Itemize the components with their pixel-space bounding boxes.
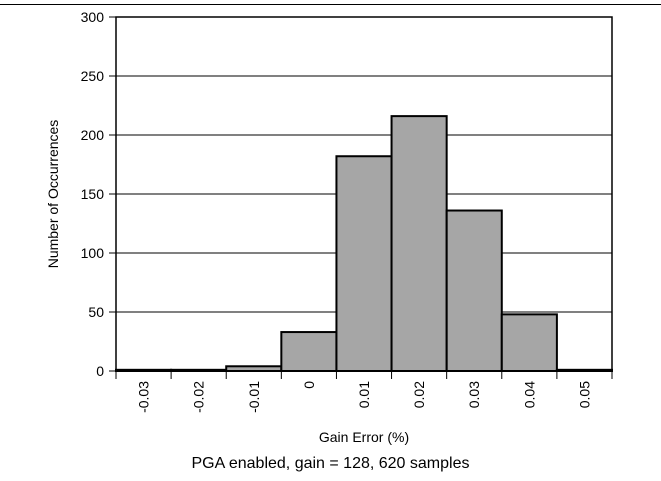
x-axis-ticks: -0.03 -0.02 -0.01 0 0.01 0.02 0.03 0.04 0.05 [115, 371, 613, 413]
bar [280, 331, 338, 372]
bar [500, 313, 558, 372]
y-tick-label: 150 [81, 186, 105, 202]
y-axis-ticks: 0 50 100 150 200 250 300 [81, 9, 116, 379]
x-tick-label: -0.01 [246, 381, 262, 413]
bars [115, 115, 614, 373]
x-tick-label: -0.02 [191, 381, 207, 413]
bar [390, 115, 448, 373]
x-tick-label: 0.02 [411, 381, 427, 408]
x-axis-label: Gain Error (%) [319, 429, 409, 445]
x-tick-label: 0.05 [576, 381, 592, 408]
y-tick-label: 200 [81, 127, 105, 143]
x-tick-label: -0.03 [136, 381, 152, 413]
top-rule [0, 4, 661, 5]
x-tick-label: 0.03 [466, 381, 482, 408]
y-tick-label: 250 [81, 68, 105, 84]
x-tick-label: 0.04 [521, 381, 537, 408]
bar [335, 155, 393, 372]
y-axis-label: Number of Occurrences [45, 120, 61, 269]
y-tick-label: 300 [81, 9, 105, 25]
bar [445, 209, 503, 372]
x-tick-label: 0 [301, 381, 317, 389]
y-tick-label: 0 [96, 363, 104, 379]
y-tick-label: 50 [88, 304, 104, 320]
x-tick-label: 0.01 [356, 381, 372, 408]
y-tick-label: 100 [81, 245, 105, 261]
chart-caption: PGA enabled, gain = 128, 620 samples [191, 455, 470, 472]
